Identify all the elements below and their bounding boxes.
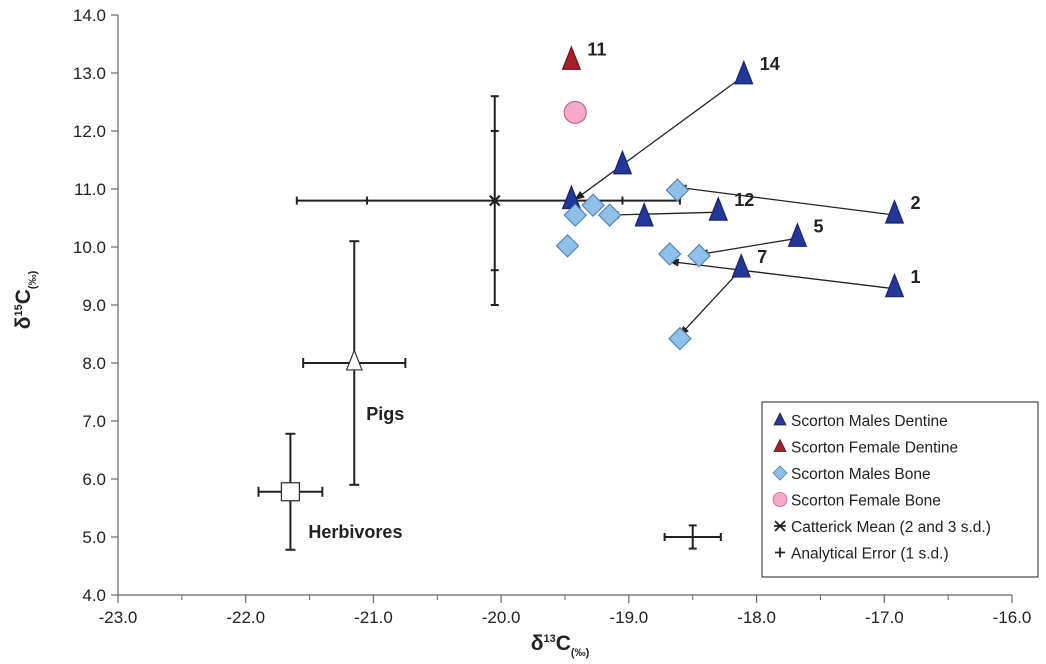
males-bone-point <box>687 243 711 268</box>
y-tick-label: 6.0 <box>82 470 106 489</box>
point-label: 5 <box>813 216 823 236</box>
arrows <box>574 75 895 336</box>
pigs-label: Pigs <box>366 404 404 424</box>
legend-symbol-circle <box>772 492 788 507</box>
legend-symbol-triangle <box>773 438 787 452</box>
y-tick-label: 8.0 <box>82 354 106 373</box>
legend-label: Scorton Males Bone <box>791 466 931 483</box>
trend-arrow <box>668 258 895 290</box>
males-dentine-point <box>612 149 633 175</box>
x-tick-label: -18.0 <box>737 608 776 627</box>
males-bone-point <box>563 203 587 227</box>
y-tick-label: 11.0 <box>74 180 106 199</box>
y-tick-label: 7.0 <box>82 412 106 431</box>
males-bone-point <box>665 178 690 202</box>
point-label: 2 <box>911 193 921 213</box>
y-tick-label: 9.0 <box>82 296 106 315</box>
males-dentine-point <box>634 201 654 227</box>
herbivores-marker <box>280 482 301 502</box>
males-dentine-point <box>734 59 754 85</box>
point-label: 1 <box>911 267 921 287</box>
x-tick-label: -17.0 <box>865 608 904 627</box>
y-tick-label: 10.0 <box>73 238 106 257</box>
point-label: 11 <box>587 39 606 59</box>
males-dentine-point <box>884 199 905 224</box>
legend-label: Scorton Males Dentine <box>791 413 948 430</box>
x-tick-label: -16.0 <box>993 608 1032 627</box>
x-tick-label: -19.0 <box>609 608 648 627</box>
data-points <box>280 45 905 502</box>
y-tick-label: 12.0 <box>73 122 106 141</box>
legend-label: Analytical Error (1 s.d.) <box>791 546 949 563</box>
catterick-mean-marker <box>488 194 501 207</box>
legend-symbol-plus <box>775 547 785 558</box>
legend-symbol-triangle <box>773 412 787 426</box>
x-tick-label: -21.0 <box>354 608 393 627</box>
trend-arrow <box>608 210 719 219</box>
males-dentine-point <box>884 272 905 298</box>
legend-label: Catterick Mean (2 and 3 s.d.) <box>791 519 991 536</box>
point-label: 14 <box>760 54 780 74</box>
legend-label: Scorton Female Dentine <box>791 440 958 457</box>
female-dentine-point <box>561 45 582 70</box>
y-tick-label: 4.0 <box>82 586 106 605</box>
point-label: 12 <box>734 190 754 210</box>
trend-arrow <box>574 75 745 201</box>
pigs-marker <box>345 348 363 371</box>
males-bone-point <box>581 193 605 218</box>
legend: Scorton Males Dentine Scorton Female Dent… <box>761 401 1039 578</box>
males-dentine-point <box>787 222 808 247</box>
males-bone-point <box>597 203 622 227</box>
herbivores-label: Herbivores <box>308 522 402 542</box>
y-tick-label: 14.0 <box>73 6 106 25</box>
trend-arrow <box>679 268 742 336</box>
point-label: 7 <box>757 247 767 267</box>
x-tick-label: -20.0 <box>482 608 521 627</box>
trend-arrow <box>676 184 895 216</box>
trend-arrow <box>698 237 798 258</box>
males-dentine-point <box>708 196 728 221</box>
x-tick-label: -22.0 <box>226 608 265 627</box>
y-tick-label: 13.0 <box>73 64 106 83</box>
legend-label: Scorton Female Bone <box>791 493 941 510</box>
males-bone-point <box>657 242 682 266</box>
axes: -23.0 -22.0 -21.0 -20.0 -19.0 -18.0 -17.0 -16.0… <box>73 6 1031 627</box>
legend-symbol-star <box>774 520 786 532</box>
males-bone-point <box>555 234 580 258</box>
legend-symbol-diamond <box>772 465 788 481</box>
x-axis-title: δ13C(‰) <box>531 632 590 659</box>
males-bone-point <box>668 326 692 351</box>
error-bars <box>257 95 722 551</box>
males-dentine-point <box>731 253 751 278</box>
female-bone-point <box>563 100 587 125</box>
x-tick-label: -23.0 <box>99 608 138 627</box>
legend-box <box>761 401 1039 578</box>
y-tick-label: 5.0 <box>82 528 106 547</box>
y-axis-title: δ15C(‰) <box>12 270 39 329</box>
